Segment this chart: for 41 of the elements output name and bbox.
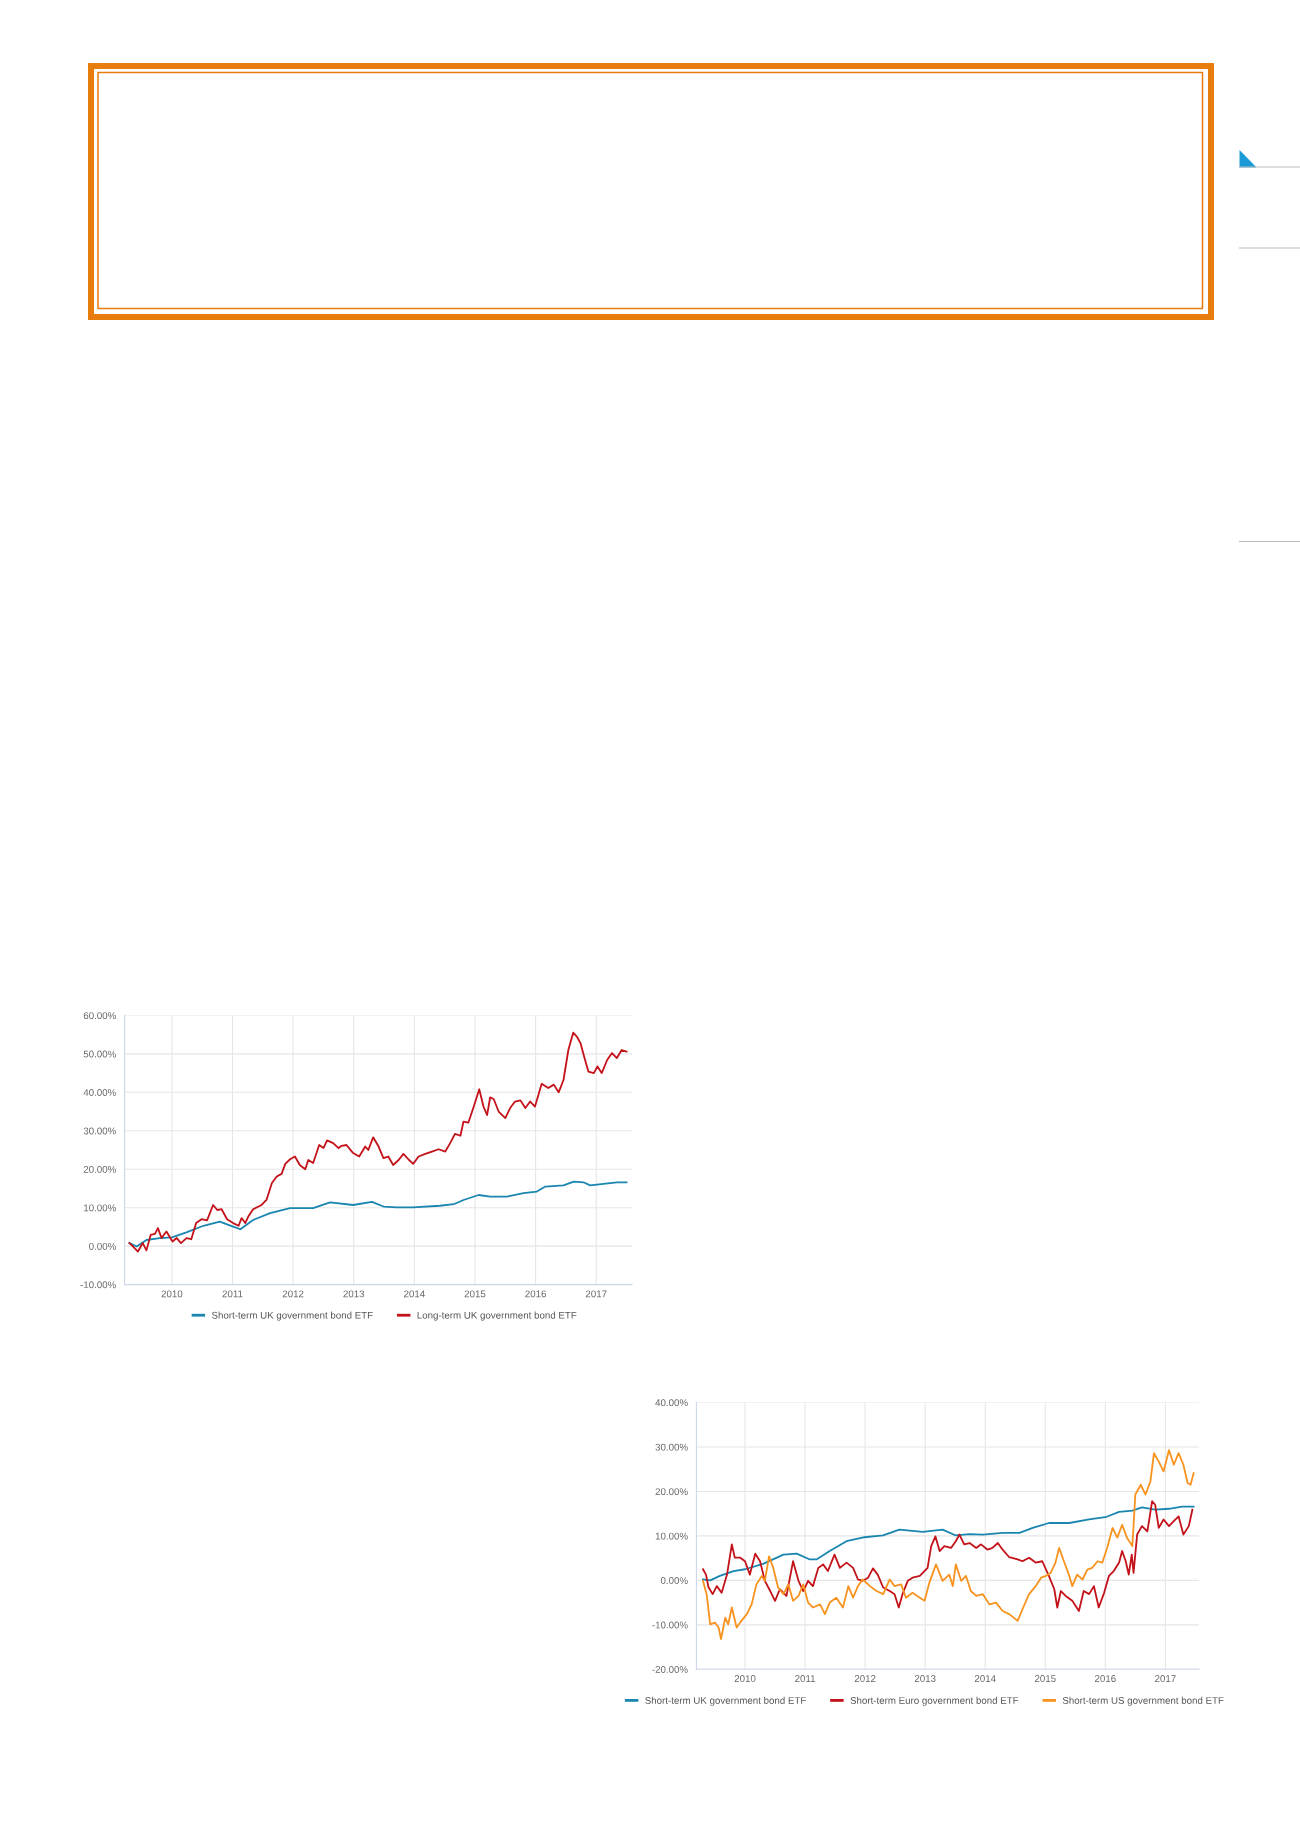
line-series (128, 1180, 628, 1248)
y-tick-label: 10.00% (84, 1204, 116, 1212)
y-tick-label: 40.00% (83, 1089, 116, 1096)
y-tick-label: 0.00% (89, 1242, 116, 1250)
x-tick-label: 2016 (1095, 1675, 1116, 1682)
line-series (702, 1500, 1194, 1612)
x-tick-label: 2010 (161, 1290, 183, 1298)
legend-label: Short-term US government bond ETF (1062, 1696, 1224, 1706)
y-tick-label: 30.00% (83, 1127, 116, 1135)
x-tick-label: 2013 (343, 1290, 365, 1298)
x-tick-label: 2011 (795, 1675, 816, 1682)
y-tick-label: -10.00% (80, 1281, 116, 1289)
y-tick-label: 20.00% (83, 1165, 116, 1173)
legend-label: Short-term UK government bond ETF (211, 1311, 373, 1321)
y-tick-label: 30.00% (655, 1443, 688, 1451)
legend-label: Short-term Euro government bond ETF (850, 1696, 1019, 1706)
legend-label: Long-term UK government bond ETF (417, 1311, 577, 1321)
y-tick-label: 10.00% (655, 1532, 688, 1540)
y-tick-label: 50.00% (83, 1050, 116, 1058)
x-tick-label: 2014 (404, 1290, 425, 1298)
legend-label: Short-term UK government bond ETF (645, 1696, 806, 1706)
y-tick-label: -10.00% (652, 1621, 688, 1629)
x-tick-label: 2012 (282, 1290, 304, 1298)
x-tick-label: 2015 (464, 1290, 486, 1298)
y-tick-label: 40.00% (655, 1399, 688, 1407)
y-tick-label: 60.00% (83, 1012, 116, 1020)
x-tick-label: 2016 (525, 1290, 546, 1298)
x-tick-label: 2017 (585, 1290, 607, 1298)
y-tick-label: 0.00% (660, 1577, 688, 1584)
x-tick-label: 2013 (914, 1675, 936, 1682)
x-tick-label: 2010 (734, 1675, 756, 1682)
y-tick-label: 20.00% (655, 1488, 688, 1496)
x-tick-label: 2011 (222, 1290, 243, 1298)
x-tick-label: 2014 (974, 1675, 996, 1682)
x-tick-label: 2017 (1155, 1675, 1176, 1682)
line-series (702, 1505, 1195, 1582)
x-tick-label: 2012 (854, 1675, 876, 1682)
y-tick-label: -20.00% (652, 1666, 688, 1673)
x-tick-label: 2015 (1034, 1675, 1056, 1682)
line-series (128, 1031, 628, 1253)
line-series (702, 1449, 1195, 1640)
